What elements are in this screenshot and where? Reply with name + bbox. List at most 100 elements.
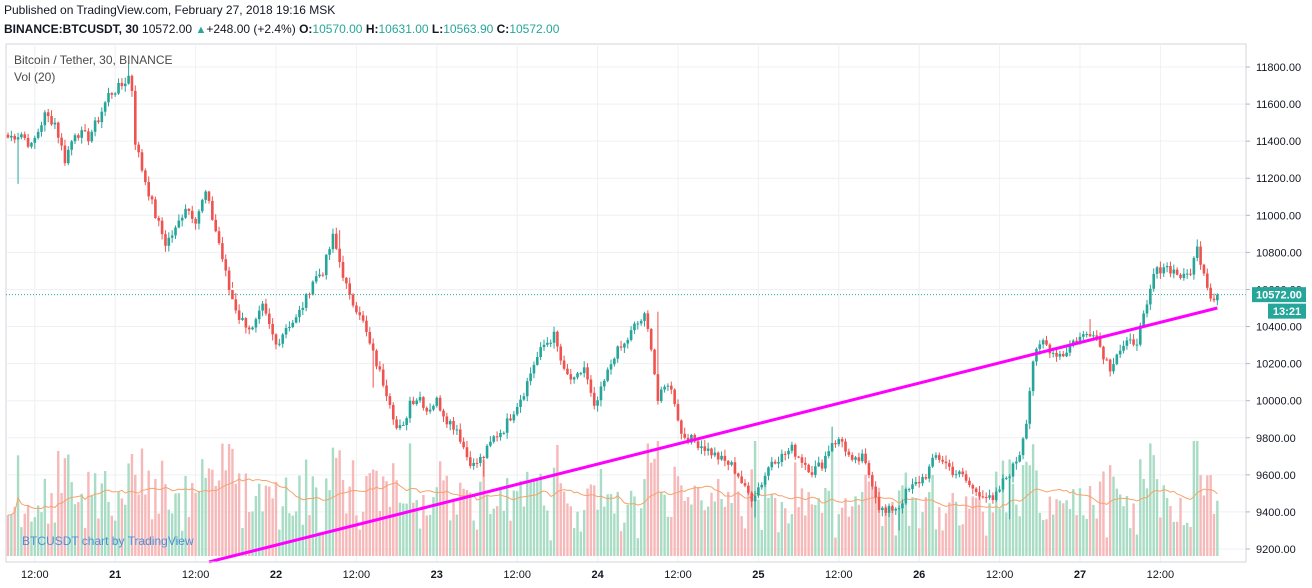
volume-bar (572, 528, 576, 556)
volume-bar (867, 481, 871, 556)
volume-bar (378, 510, 382, 556)
volume-bar (730, 503, 733, 556)
watermark: BTCUSDT chart by TradingView (22, 534, 194, 548)
candle-body (1182, 273, 1186, 278)
candle-body (415, 400, 418, 405)
candle-body (807, 464, 810, 473)
candle-body (391, 404, 395, 420)
candle-body (13, 135, 16, 140)
volume-bar (1192, 441, 1196, 556)
time-axis[interactable]: 12:00 21 12:00 22 12:00 23 12:00 24 12:00 25 12:00… (21, 569, 1174, 581)
volume-bar (810, 504, 814, 556)
volume-bar (1035, 470, 1038, 556)
volume-bar (911, 496, 914, 556)
volume-bar (904, 472, 907, 556)
candle-body (760, 484, 764, 488)
candle-body (268, 313, 271, 325)
volume-bar (673, 466, 676, 556)
candle-body (80, 130, 83, 138)
volume-bar (636, 538, 639, 556)
candle-body (1179, 274, 1182, 278)
volume-bar (1206, 475, 1209, 556)
candle-body (676, 404, 680, 421)
candle-body (1082, 334, 1085, 337)
volume-bar (368, 473, 371, 556)
candle-body (1061, 353, 1065, 357)
candle-body (130, 75, 134, 91)
candles[interactable] (6, 63, 1219, 531)
volume-bar (30, 521, 33, 556)
volume-bar (1068, 509, 1072, 556)
volume-bar (197, 490, 201, 556)
candle-body (257, 310, 261, 320)
candle-body (1015, 461, 1018, 464)
volume-bar (1028, 465, 1031, 556)
candle-body (804, 462, 807, 465)
volume-bar (140, 448, 144, 556)
volume-bar (361, 511, 365, 556)
volume-bar (248, 512, 251, 556)
volume-bar (787, 523, 790, 556)
volume-bar (861, 491, 864, 556)
volume-bar (50, 493, 53, 556)
volume-bar (556, 445, 559, 556)
volume-bar (114, 520, 117, 556)
volume-bar (100, 483, 103, 556)
candle-body (395, 419, 398, 429)
candle-body (1058, 353, 1062, 357)
volume-bar (824, 487, 827, 556)
volume-bar (207, 468, 211, 556)
volume-bar (70, 482, 73, 556)
candle-body (793, 444, 797, 457)
volume-bar (874, 495, 877, 556)
volume-bar (670, 516, 673, 556)
candle-body (874, 486, 877, 498)
candle-body (954, 474, 958, 476)
volume-bar (549, 540, 552, 556)
volume-bar (469, 492, 472, 556)
volume-bar (820, 512, 824, 556)
candle-body (442, 410, 445, 417)
volume-bar (1199, 475, 1202, 556)
price-tick-label: 11000.00 (1256, 210, 1301, 222)
candle-body (716, 452, 720, 460)
volume-bar (1186, 522, 1189, 556)
time-tick-label: 12:00 (503, 569, 531, 581)
volume-bar (315, 487, 318, 556)
candle-body (944, 461, 948, 464)
trendline[interactable] (208, 306, 1218, 564)
volume-bar (817, 498, 820, 556)
volume-bar (522, 506, 526, 556)
volume-bar (211, 469, 214, 556)
volume-bar (388, 506, 392, 556)
volume-bar (650, 462, 653, 556)
candle-body (274, 334, 278, 345)
volume-bar (586, 488, 589, 556)
volume-bar (727, 491, 730, 556)
candle-body (56, 122, 60, 138)
candle-body (522, 396, 526, 400)
volume-bar (301, 524, 304, 556)
candle-body (1189, 273, 1192, 275)
candle-body (284, 327, 288, 335)
candle-body (1128, 339, 1132, 341)
volume-bar (288, 513, 291, 556)
candle-body (871, 475, 874, 487)
candle-body (1145, 304, 1149, 314)
candle-body (63, 145, 67, 164)
candle-body (428, 409, 432, 412)
candle-body (147, 182, 150, 197)
volume-bar (465, 490, 469, 556)
price-tick-label: 9600.00 (1256, 470, 1296, 482)
volume-bar (847, 516, 851, 556)
candle-body (167, 237, 171, 246)
candle-body (26, 137, 30, 147)
candle-body (87, 131, 90, 142)
candle-body (787, 450, 790, 455)
time-tick-label: 12:00 (21, 569, 49, 581)
volume-bar (107, 501, 110, 556)
candle-body (381, 369, 385, 386)
candle-body (857, 457, 861, 462)
candle-body (368, 331, 372, 344)
